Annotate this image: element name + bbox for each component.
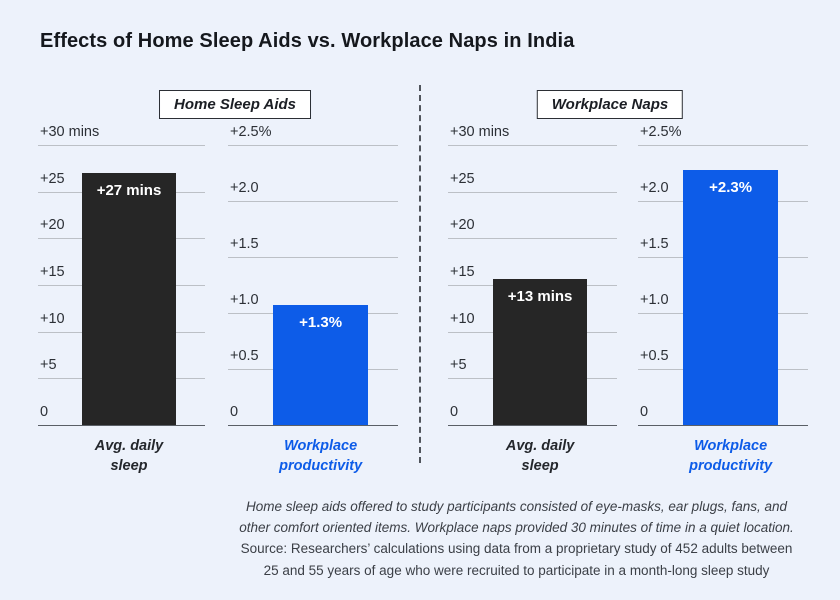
panel-divider-dashed-line — [419, 85, 421, 463]
bar-value-label: +2.3% — [709, 179, 753, 196]
gridline — [228, 201, 398, 202]
chart-avg-daily-sleep-naps: +30 mins +25 +20 +15 +10 +5 0 +13 mins Avg. dail… — [448, 125, 617, 474]
y-tick-label: +0.5 — [230, 348, 259, 364]
y-tick-label: +30 mins — [450, 124, 510, 140]
gridline — [448, 145, 617, 146]
chart-avg-daily-sleep-home: +30 mins +25 +20 +15 +10 +5 0 +27 mins Avg. dail… — [38, 125, 205, 474]
y-tick-label: +2.0 — [230, 180, 259, 196]
gridline — [38, 145, 205, 146]
figure-source: Source: Researchers’ calculations using … — [240, 541, 793, 578]
gridline — [638, 145, 808, 146]
x-axis-baseline — [228, 425, 398, 426]
y-tick-label: +2.5% — [230, 124, 272, 140]
y-tick-label: +20 — [450, 217, 475, 233]
y-tick-label: +1.0 — [230, 292, 259, 308]
bar-workplace-productivity: +2.3% — [683, 170, 779, 425]
x-axis-label: Workplace productivity — [279, 438, 363, 474]
y-tick-label: +5 — [450, 357, 467, 373]
chart-workplace-productivity-home: +2.5% +2.0 +1.5 +1.0 +0.5 0 +1.3% Workplace pro… — [228, 125, 398, 474]
y-tick-label: +10 — [40, 311, 65, 327]
y-tick-label: +0.5 — [640, 348, 669, 364]
chart-workplace-productivity-naps: +2.5% +2.0 +1.5 +1.0 +0.5 0 +2.3% Workplace pro… — [638, 125, 808, 474]
gridline — [228, 257, 398, 258]
panel-label-home-sleep-aids: Home Sleep Aids — [159, 90, 311, 119]
x-axis-label: Avg. daily sleep — [505, 438, 575, 474]
bar-value-label: +27 mins — [96, 182, 162, 199]
panel-label-workplace-naps: Workplace Naps — [536, 90, 684, 119]
y-tick-label: +25 — [40, 171, 65, 187]
bar-value-label: +1.3% — [299, 314, 343, 331]
y-tick-label: +5 — [40, 357, 57, 373]
figure-caption: Home sleep aids offered to study partici… — [215, 496, 818, 581]
bar-avg-daily-sleep: +27 mins — [82, 173, 176, 425]
x-axis-baseline — [38, 425, 205, 426]
y-tick-label: +30 mins — [40, 124, 100, 140]
page-title: Effects of Home Sleep Aids vs. Workplace… — [40, 30, 575, 52]
x-axis-baseline — [448, 425, 617, 426]
y-tick-label: +25 — [450, 171, 475, 187]
x-axis-label: Avg. daily sleep — [94, 438, 164, 474]
y-tick-label: 0 — [640, 404, 649, 420]
y-tick-label: +2.5% — [640, 124, 682, 140]
y-tick-label: +15 — [40, 264, 65, 280]
gridline — [228, 145, 398, 146]
y-tick-label: +15 — [450, 264, 475, 280]
gridline — [448, 192, 617, 193]
y-tick-label: +20 — [40, 217, 65, 233]
bar-avg-daily-sleep: +13 mins — [492, 279, 588, 425]
y-tick-label: +1.5 — [230, 236, 259, 252]
y-tick-label: +10 — [450, 311, 475, 327]
y-tick-label: 0 — [40, 404, 49, 420]
x-axis-label: Workplace productivity — [689, 438, 773, 474]
y-tick-label: +1.0 — [640, 292, 669, 308]
y-tick-label: +2.0 — [640, 180, 669, 196]
figure-note: Home sleep aids offered to study partici… — [239, 499, 794, 536]
x-axis-baseline — [638, 425, 808, 426]
bar-value-label: +13 mins — [507, 288, 573, 305]
y-tick-label: +1.5 — [640, 236, 669, 252]
y-tick-label: 0 — [230, 404, 239, 420]
gridline — [448, 238, 617, 239]
bar-workplace-productivity: +1.3% — [273, 305, 369, 425]
y-tick-label: 0 — [450, 404, 459, 420]
